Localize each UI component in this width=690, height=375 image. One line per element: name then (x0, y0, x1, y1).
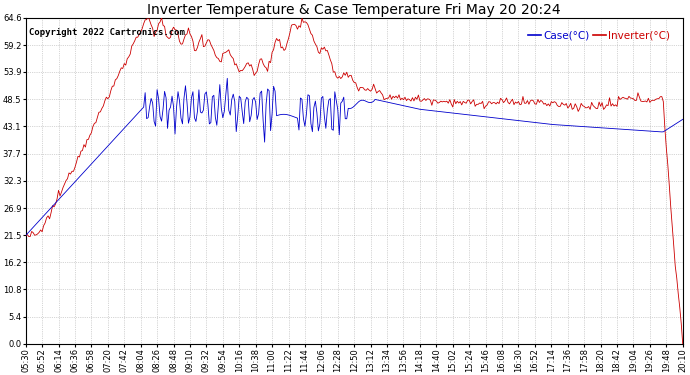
Title: Inverter Temperature & Case Temperature Fri May 20 20:24: Inverter Temperature & Case Temperature … (148, 3, 561, 17)
Text: Copyright 2022 Cartronics.com: Copyright 2022 Cartronics.com (29, 28, 185, 37)
Legend: Case(°C), Inverter(°C): Case(°C), Inverter(°C) (524, 26, 674, 45)
